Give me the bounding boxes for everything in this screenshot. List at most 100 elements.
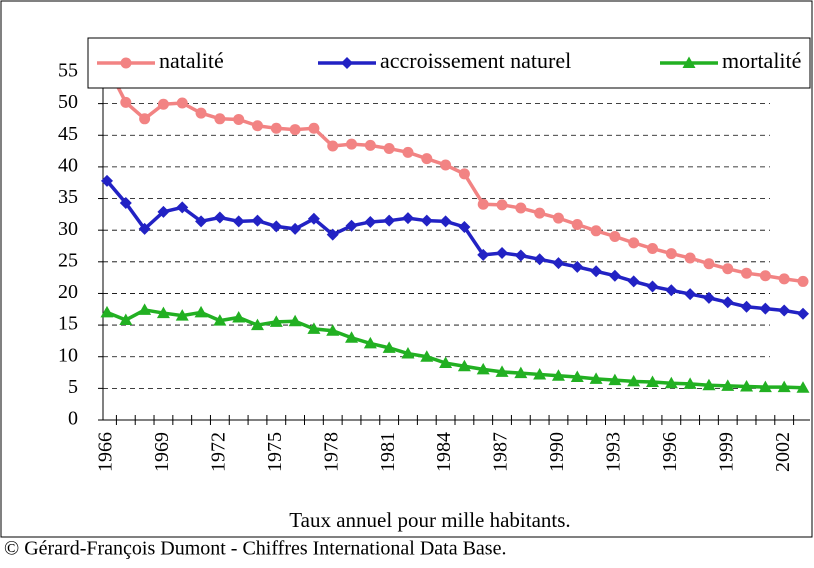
data-point: [646, 280, 659, 293]
y-tick-label: 35: [58, 186, 78, 208]
data-point: [157, 205, 170, 218]
data-point: [345, 219, 358, 232]
data-point: [590, 265, 603, 278]
data-point: [477, 248, 490, 261]
data-point: [270, 122, 282, 134]
data-point: [175, 309, 189, 321]
data-point: [495, 365, 509, 377]
x-tick-label: 1999: [715, 432, 737, 472]
data-point: [740, 300, 753, 313]
data-point: [721, 379, 735, 391]
data-point: [176, 97, 188, 109]
data-point: [420, 350, 434, 362]
data-point: [646, 375, 660, 388]
y-tick-label: 15: [58, 313, 78, 335]
data-point: [251, 214, 264, 227]
x-tick-label: 1993: [602, 432, 624, 472]
data-point: [722, 263, 734, 275]
data-point: [232, 215, 245, 228]
data-point: [647, 243, 659, 255]
y-tick-label: 50: [58, 91, 78, 113]
data-point: [364, 215, 377, 228]
data-point: [250, 318, 264, 331]
data-point: [401, 347, 415, 359]
data-point: [665, 284, 678, 297]
data-point: [778, 304, 791, 317]
data-point: [684, 252, 696, 264]
data-point: [307, 212, 320, 225]
data-point: [721, 296, 734, 309]
y-tick-label: 5: [68, 376, 78, 398]
data-point: [288, 314, 302, 327]
data-point: [138, 303, 152, 315]
data-point: [514, 366, 528, 379]
data-point: [628, 237, 640, 249]
data-point: [571, 260, 584, 273]
data-point: [457, 359, 471, 372]
data-point: [195, 107, 207, 119]
data-point: [533, 253, 546, 266]
data-point: [383, 214, 396, 227]
y-tick-label: 20: [58, 281, 78, 303]
data-point: [440, 159, 452, 171]
data-point: [476, 362, 490, 375]
data-point: [233, 113, 245, 125]
data-point: [627, 374, 641, 387]
data-point: [627, 275, 640, 288]
x-tick-label: 1984: [433, 432, 455, 472]
data-point: [458, 221, 471, 234]
data-point: [570, 370, 584, 382]
data-point: [477, 198, 489, 210]
y-tick-label: 55: [58, 60, 78, 82]
data-point: [402, 146, 414, 158]
data-point: [439, 356, 453, 369]
x-tick-label: 1987: [490, 432, 512, 472]
y-tick-label: 45: [58, 123, 78, 145]
data-point: [551, 369, 565, 381]
data-point: [269, 315, 283, 327]
data-point: [120, 96, 132, 108]
data-point: [270, 220, 283, 233]
data-point: [100, 305, 114, 318]
legend-label: accroissement naturel: [380, 48, 571, 73]
x-tick-label: 1969: [151, 432, 173, 472]
data-point: [608, 269, 621, 282]
series-line: [105, 64, 804, 284]
data-point: [552, 212, 564, 224]
data-point: [308, 122, 320, 134]
data-point: [778, 273, 790, 285]
data-point: [741, 267, 753, 279]
data-point: [740, 379, 754, 392]
data-point: [571, 218, 583, 230]
data-point: [119, 196, 132, 209]
data-point: [496, 246, 509, 259]
data-point: [458, 168, 470, 180]
data-point: [119, 313, 133, 326]
data-point: [251, 120, 263, 132]
data-point: [534, 207, 546, 219]
data-point: [213, 211, 226, 224]
chart-border: [0, 0, 813, 538]
data-point: [683, 377, 697, 389]
data-point: [515, 202, 527, 214]
x-tick-label: 2002: [772, 432, 794, 472]
data-point: [777, 380, 791, 393]
data-point: [289, 222, 302, 235]
y-tick-label: 0: [68, 408, 78, 430]
data-point: [364, 139, 376, 151]
data-point: [702, 378, 716, 391]
legend-marker: [341, 57, 353, 69]
x-tick-label: 1978: [320, 432, 342, 472]
y-tick-label: 40: [58, 154, 78, 176]
legend-marker: [120, 57, 132, 69]
data-point: [138, 222, 151, 235]
data-point: [759, 302, 772, 315]
x-tick-label: 1972: [207, 432, 229, 472]
legend-label: natalité: [159, 48, 224, 73]
data-point: [383, 143, 395, 155]
data-point: [589, 372, 603, 384]
data-point: [232, 310, 246, 323]
y-tick-label: 30: [58, 218, 78, 240]
data-point: [684, 288, 697, 301]
